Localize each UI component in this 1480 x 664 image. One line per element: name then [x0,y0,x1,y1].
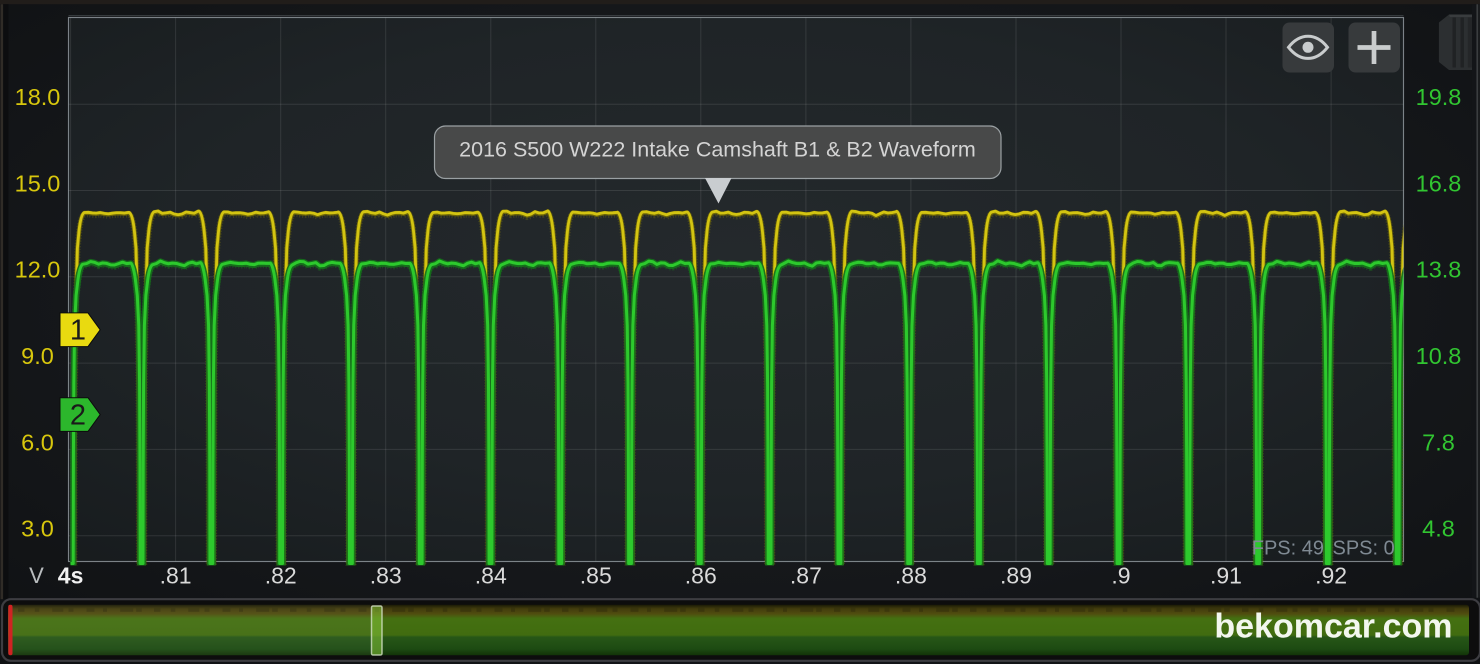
svg-text:6.0: 6.0 [21,429,54,455]
svg-text:.91: .91 [1210,563,1242,589]
svg-text:.84: .84 [475,563,507,589]
svg-text:SPS: 0: SPS: 0 [1333,538,1395,560]
svg-text:1: 1 [70,315,86,347]
svg-text:2: 2 [70,399,86,431]
svg-text:.82: .82 [265,563,297,589]
svg-text:.81: .81 [160,563,192,589]
svg-text:10.8: 10.8 [1416,343,1462,369]
svg-text:.92: .92 [1315,563,1347,589]
svg-text:.86: .86 [685,563,717,589]
svg-text:FPS: 49: FPS: 49 [1252,538,1324,560]
svg-text:4.8: 4.8 [1422,516,1455,542]
svg-text:9.0: 9.0 [21,343,54,369]
svg-text:.89: .89 [1000,563,1032,589]
svg-text:.9: .9 [1111,563,1130,589]
svg-text:18.0: 18.0 [15,84,61,110]
svg-text:15.0: 15.0 [15,170,61,196]
svg-text:4s: 4s [58,563,84,589]
svg-text:V: V [29,563,44,588]
svg-text:.87: .87 [790,563,822,589]
svg-text:.85: .85 [580,563,612,589]
svg-text:3.0: 3.0 [21,516,54,542]
svg-text:.83: .83 [370,563,402,589]
svg-text:16.8: 16.8 [1416,170,1462,196]
svg-text:7.8: 7.8 [1422,429,1455,455]
svg-text:13.8: 13.8 [1416,257,1462,283]
svg-text:.88: .88 [895,563,927,589]
svg-text:bekomcar.com: bekomcar.com [1214,608,1452,646]
svg-text:2016 S500 W222 Intake Camshaft: 2016 S500 W222 Intake Camshaft B1 & B2 W… [459,138,976,162]
svg-text:19.8: 19.8 [1416,84,1462,110]
svg-text:12.0: 12.0 [15,257,61,283]
